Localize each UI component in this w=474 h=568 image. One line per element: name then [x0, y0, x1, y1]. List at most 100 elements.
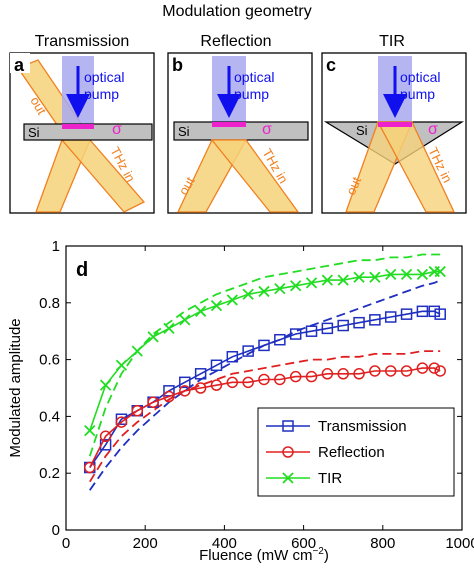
data-point [428, 362, 441, 374]
data-point [289, 370, 302, 383]
y-tick-label: 0.2 [39, 465, 60, 482]
y-tick-label: 0 [52, 522, 60, 539]
fit-line-reflection [89, 350, 441, 483]
data-point [210, 379, 223, 391]
pump-label: pump [400, 86, 435, 102]
data-point [242, 345, 254, 357]
figure-title: Modulation geometry [162, 3, 311, 20]
x-tick-label: 0 [62, 535, 70, 552]
data-point [210, 300, 223, 312]
legend-label: TIR [318, 470, 342, 487]
data-point [274, 282, 286, 295]
x-axis-label-main: Fluence (mW cm [199, 547, 312, 564]
si-label: Si [178, 124, 190, 139]
panel-letter-d: d [76, 259, 88, 281]
y-axis-label: Modulated amplitude [7, 318, 24, 457]
data-point [321, 322, 334, 335]
legend-label: Transmission [318, 418, 407, 435]
data-point [210, 359, 223, 372]
data-point [258, 373, 270, 386]
legend-marker [282, 420, 294, 432]
sigma-label: σ [428, 121, 438, 138]
data-point [115, 416, 128, 428]
sigma-layer [378, 122, 412, 127]
data-point [226, 351, 239, 363]
data-point [179, 385, 191, 397]
data-point [305, 370, 318, 383]
data-point [416, 268, 429, 281]
data-point [194, 382, 207, 394]
data-point [337, 274, 349, 286]
out-label: out [343, 174, 364, 197]
series-tir [84, 265, 446, 437]
legend-items: Transmission Reflection TIR [266, 418, 407, 487]
data-point [289, 328, 302, 340]
data-point [242, 376, 254, 389]
panel-letter-c: c [326, 55, 336, 75]
data-point [179, 376, 191, 389]
data-point [434, 308, 446, 320]
data-point [226, 294, 238, 306]
data-point [416, 305, 429, 318]
data-point [99, 430, 112, 443]
sigma-layer [212, 122, 246, 127]
data-point [321, 274, 333, 286]
x-tick-label: 400 [212, 535, 237, 552]
panel-title-tir: TIR [379, 33, 405, 50]
data-point [242, 288, 254, 300]
y-tick-label: 0.6 [39, 352, 60, 369]
data-point [337, 368, 349, 380]
thz-beam-in [210, 139, 300, 213]
data-point [195, 305, 207, 317]
y-tick-label: 0.8 [39, 295, 60, 312]
data-point [258, 285, 270, 298]
panel-c: TIR optical pump Si σ out THz in c [321, 33, 467, 214]
data-point [400, 365, 413, 377]
data-point [400, 308, 413, 320]
series-line [89, 367, 441, 468]
data-point [369, 314, 381, 326]
data-point [385, 268, 397, 281]
pump-label: pump [234, 86, 269, 102]
legend-label: Reflection [318, 444, 385, 461]
data-point [147, 396, 159, 408]
legend-item-tir: TIR [266, 470, 342, 487]
data-point [290, 280, 302, 292]
si-label: Si [28, 125, 40, 140]
legend: Transmission Reflection TIR [257, 407, 455, 497]
x-axis-label-close: ) [324, 547, 329, 564]
si-label: Si [356, 123, 368, 138]
x-tick-label: 200 [133, 535, 158, 552]
sigma-label: σ [262, 121, 272, 138]
panel-title-transmission: Transmission [35, 33, 130, 50]
y-tick-label: 1 [52, 238, 60, 255]
data-point [274, 373, 286, 386]
optical-label: optical [234, 69, 274, 85]
data-point [84, 461, 96, 474]
fit-line-tir [88, 253, 441, 457]
panel-title-reflection: Reflection [200, 33, 271, 50]
x-axis-label-exponent: −2 [312, 546, 324, 557]
data-point [194, 368, 207, 380]
x-tick-label: 800 [370, 535, 395, 552]
data-point [131, 404, 144, 417]
data-point [99, 379, 112, 391]
optical-label: optical [84, 69, 124, 85]
data-point [274, 333, 286, 346]
y-tick-label: 0.4 [39, 408, 60, 425]
data-point [434, 365, 446, 377]
sigma-layer [62, 124, 94, 129]
data-point [84, 424, 96, 437]
data-point [384, 311, 397, 323]
data-point [258, 339, 270, 352]
data-point [353, 316, 365, 329]
pump-label: pump [84, 86, 119, 102]
data-point [353, 368, 365, 380]
panel-letter-bg [10, 53, 30, 73]
data-point [369, 365, 381, 377]
data-point [147, 331, 159, 343]
